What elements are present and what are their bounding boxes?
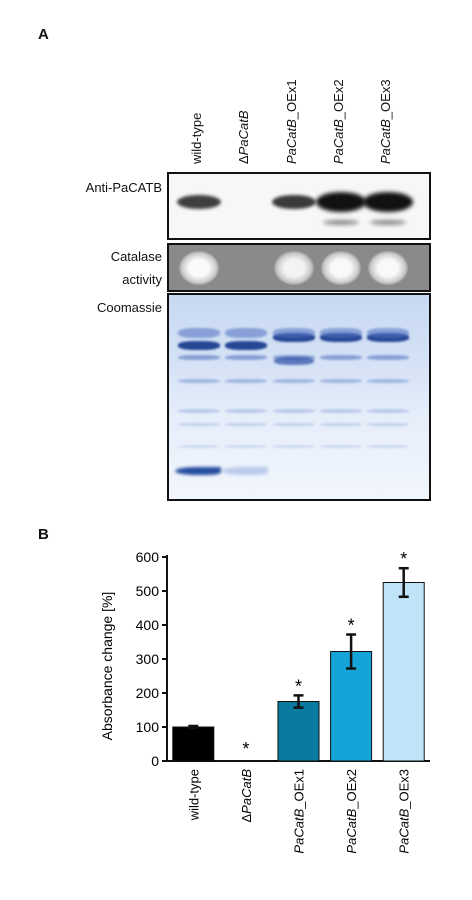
lane-label-3: PaCatB_OEx1 — [284, 79, 299, 164]
x-tick-label-4: PaCatB_OEx2 — [344, 769, 359, 854]
coomassie-band — [273, 423, 315, 426]
coomassie-band — [320, 423, 362, 426]
coomassie-band — [225, 379, 267, 383]
coomassie-band — [367, 409, 409, 413]
y-tick-label: 300 — [136, 651, 160, 667]
panel-b-letter: B — [38, 526, 49, 543]
lane-label-1: wild-type — [189, 112, 204, 164]
x-tick-label-3: PaCatB_OEx1 — [292, 769, 307, 854]
significance-star-5: * — [400, 549, 407, 569]
coomassie-band — [320, 328, 362, 338]
y-tick-label: 500 — [136, 583, 160, 599]
coomassie-band — [273, 445, 315, 448]
row-label-catalase-2: activity — [122, 272, 162, 287]
catalase-spot-4 — [321, 251, 361, 285]
significance-star-2: * — [242, 739, 249, 759]
coomassie-band — [178, 379, 220, 383]
western-band-1 — [177, 195, 221, 209]
coomassie-band — [320, 445, 362, 448]
x-tick-label-2: ΔPaCatB — [239, 769, 254, 823]
coomassie-band — [178, 328, 220, 338]
coomassie-band — [178, 409, 220, 413]
x-tick-label-1: wild-type — [186, 769, 201, 821]
significance-star-4: * — [348, 616, 355, 636]
coomassie-band — [225, 341, 267, 350]
coomassie-band — [225, 328, 267, 338]
coomassie-band — [225, 409, 267, 413]
significance-star-3: * — [295, 676, 302, 696]
coomassie-band — [225, 445, 267, 448]
western-band-4 — [316, 192, 366, 212]
catalase-spot-5 — [368, 251, 408, 285]
bar-1 — [172, 726, 215, 762]
coomassie-band — [178, 423, 220, 426]
panel-a-letter: A — [38, 26, 49, 43]
western-band-3 — [271, 194, 317, 210]
western-blot-image — [167, 172, 431, 240]
y-tick-label: 100 — [136, 719, 160, 735]
y-tick-label: 600 — [136, 549, 160, 565]
x-tick-label-5: PaCatB_OEx3 — [397, 769, 412, 854]
coomassie-band — [225, 355, 267, 360]
coomassie-band — [367, 423, 409, 426]
catalase-spot-3 — [274, 251, 314, 285]
coomassie-band — [273, 379, 315, 383]
lane-label-2: ΔPaCatB — [236, 110, 251, 165]
y-tick-label: 0 — [151, 753, 159, 769]
coomassie-band — [320, 379, 362, 383]
western-faint-band-4 — [323, 220, 359, 225]
bar-3 — [277, 701, 320, 762]
coomassie-extra-band — [274, 357, 314, 365]
row-label-catalase-1: Catalase — [110, 249, 162, 264]
row-label-coomassie: Coomassie — [96, 300, 162, 315]
coomassie-low-band-2 — [222, 467, 268, 475]
row-label-western: Anti-PaCATB — [85, 180, 162, 195]
coomassie-band — [367, 328, 409, 338]
coomassie-band — [320, 409, 362, 413]
y-axis-label: Absorbance change [%] — [99, 592, 115, 741]
coomassie-band — [367, 379, 409, 383]
bar-5 — [382, 582, 425, 762]
lane-label-4: PaCatB_OEx2 — [331, 79, 346, 164]
coomassie-band — [320, 355, 362, 360]
coomassie-band — [273, 328, 315, 338]
coomassie-band — [367, 355, 409, 360]
coomassie-band — [225, 423, 267, 426]
coomassie-low-band-1 — [175, 467, 221, 475]
catalase-activity-gel — [167, 243, 431, 292]
western-band-5 — [363, 192, 413, 212]
y-tick-label: 200 — [136, 685, 160, 701]
coomassie-band — [178, 341, 220, 350]
western-faint-band-5 — [370, 220, 406, 225]
coomassie-band — [273, 409, 315, 413]
lane-label-5: PaCatB_OEx3 — [378, 79, 393, 164]
y-tick-label: 400 — [136, 617, 160, 633]
coomassie-band — [367, 445, 409, 448]
coomassie-band — [178, 355, 220, 360]
coomassie-band — [178, 445, 220, 448]
coomassie-gel-image — [167, 293, 431, 501]
absorbance-bar-chart: Absorbance change [%] 0 100 200 300 400 500 60… — [99, 549, 430, 854]
catalase-spot-1 — [179, 251, 219, 285]
